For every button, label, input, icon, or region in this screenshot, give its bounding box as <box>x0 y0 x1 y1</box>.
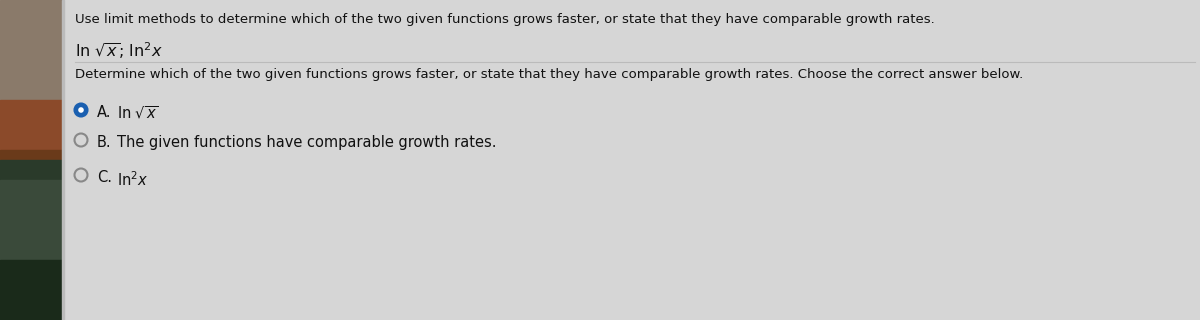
Text: ln$^2$$x$: ln$^2$$x$ <box>118 170 149 189</box>
Text: The given functions have comparable growth rates.: The given functions have comparable grow… <box>118 135 497 150</box>
Bar <box>0 100 62 160</box>
Bar <box>0 150 62 180</box>
Bar <box>62 0 64 320</box>
Text: B.: B. <box>97 135 112 150</box>
Text: C.: C. <box>97 170 112 185</box>
Text: Use limit methods to determine which of the two given functions grows faster, or: Use limit methods to determine which of … <box>74 13 935 26</box>
Text: ln $\sqrt{x}$: ln $\sqrt{x}$ <box>118 105 158 122</box>
Circle shape <box>78 107 84 113</box>
Text: A.: A. <box>97 105 112 120</box>
Bar <box>0 260 62 320</box>
Text: Determine which of the two given functions grows faster, or state that they have: Determine which of the two given functio… <box>74 68 1024 81</box>
Bar <box>0 180 62 260</box>
Circle shape <box>74 103 88 116</box>
Bar <box>0 0 62 120</box>
Bar <box>0 160 62 320</box>
Text: ln $\sqrt{x}$; ln$^2$$x$: ln $\sqrt{x}$; ln$^2$$x$ <box>74 40 163 61</box>
